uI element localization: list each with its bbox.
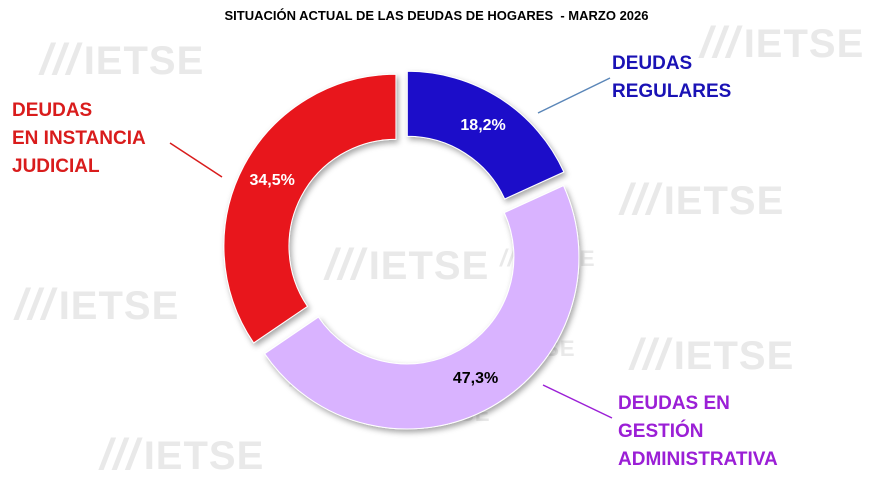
slice-gestion-administrativa: [263, 185, 580, 430]
category-label-line: GESTIÓN: [618, 421, 704, 442]
category-label: DEUDAS REGULARES: [612, 50, 731, 106]
leader-line: [169, 142, 223, 178]
watermark-text: IETSE: [83, 39, 205, 83]
slice-instancia-judicial: [223, 73, 397, 344]
value-label: 34,5%: [249, 171, 295, 189]
leader-line: [542, 384, 613, 419]
chart-title: SITUACIÓN ACTUAL DE LAS DEUDAS DE HOGARE…: [224, 8, 649, 23]
slice-regulares: [406, 70, 565, 200]
watermark-text: IETSE: [743, 22, 865, 66]
category-label-line: JUDICIAL: [12, 156, 100, 177]
watermark-text: IETSE: [663, 179, 785, 223]
watermark-logo: ///IETSE: [15, 280, 180, 329]
leader-line: [537, 77, 611, 114]
category-label-line: DEUDAS EN: [618, 393, 730, 414]
category-label-line: EN INSTANCIA: [12, 128, 146, 149]
watermark-logo: ///IETSE: [100, 430, 265, 479]
category-label-line: REGULARES: [612, 81, 732, 102]
value-label: 18,2%: [460, 116, 506, 134]
watermark-text: IETSE: [673, 334, 795, 378]
category-label: DEUDAS EN GESTIÓN ADMINISTRATIVA: [618, 390, 778, 474]
category-label: DEUDAS EN INSTANCIA JUDICIAL: [12, 97, 146, 181]
watermark-text: IETSE: [143, 434, 265, 478]
watermark-text: IETSE: [58, 284, 180, 328]
watermark-text: IETSE: [368, 244, 490, 288]
watermark-logo: ///IETSE: [40, 35, 205, 84]
watermark-logo: ///IETSE: [620, 175, 785, 224]
category-label-line: DEUDAS: [12, 100, 93, 121]
value-label: 47,3%: [452, 370, 499, 388]
category-label-line: ADMINISTRATIVA: [618, 449, 778, 470]
category-label-line: DEUDAS: [612, 53, 693, 74]
watermark-logo: ///IETSE: [630, 330, 795, 379]
watermark-logo: ///IETSE: [700, 18, 865, 67]
watermark-logo: ///IETSE: [325, 240, 490, 289]
